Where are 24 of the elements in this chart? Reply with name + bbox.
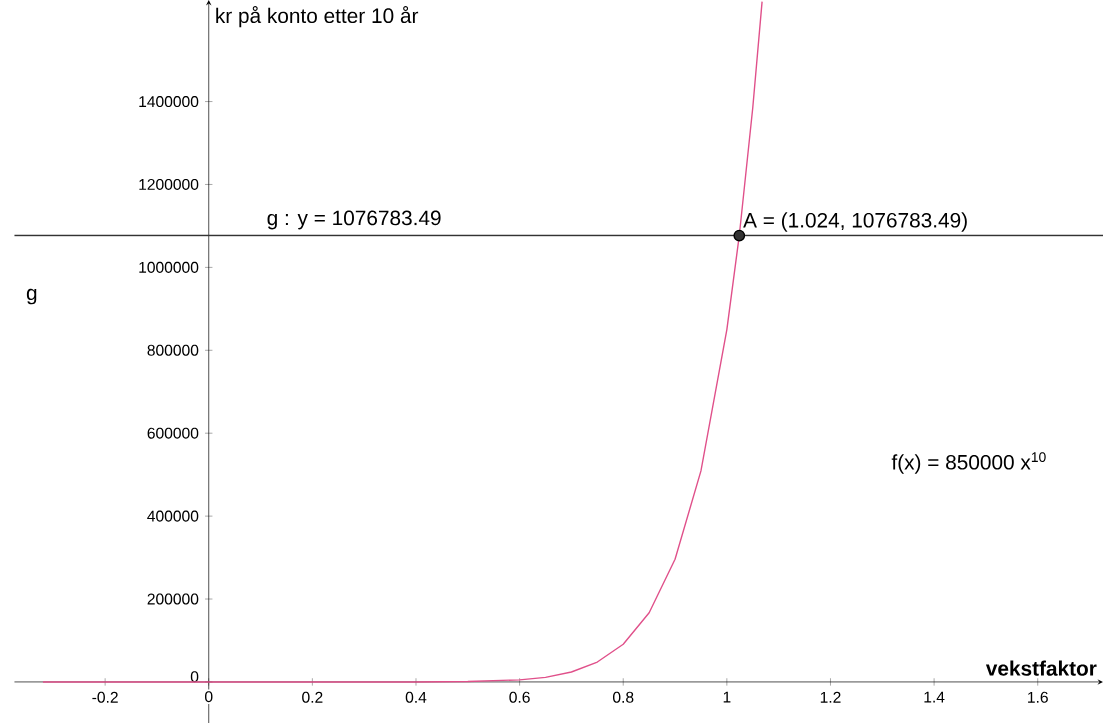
x-tick-label: 1.2 [820, 691, 841, 703]
y-tick-label: 400000 [147, 510, 199, 522]
x-tick-label: 0.6 [509, 691, 530, 703]
y-tick-label: 1000000 [139, 261, 199, 273]
x-axis-title: vekstfaktor [985, 660, 1097, 676]
annotation: A = (1.024, 1076783.49) [743, 212, 967, 232]
y-tick-label: 1400000 [139, 95, 199, 107]
x-tick-label: 0.8 [612, 691, 634, 703]
y-tick-label: 0 [190, 671, 199, 683]
y-tick-label: 800000 [147, 344, 199, 356]
x-tick-label: 1 [723, 691, 731, 703]
x-tick-label: 1.6 [1028, 691, 1048, 703]
ref-line-label: g : y = 1076783.49 [267, 210, 441, 230]
x-tick-label: 0 [205, 690, 213, 703]
x-tick-label: 0.2 [302, 691, 323, 703]
x-tick-label: -0.2 [92, 691, 118, 703]
x-tick-label: 0.4 [405, 691, 427, 703]
annotation: f(x) = 850000 x$^{10}$ [891, 452, 1046, 474]
annotation: g [26, 288, 37, 305]
y-tick-label: 200000 [147, 593, 199, 605]
y-axis-title: kr på konto etter 10 år [216, 5, 419, 28]
x-tick-label: 1.4 [924, 691, 945, 703]
y-tick-label: 600000 [147, 427, 199, 439]
y-tick-label: 1200000 [139, 178, 199, 190]
